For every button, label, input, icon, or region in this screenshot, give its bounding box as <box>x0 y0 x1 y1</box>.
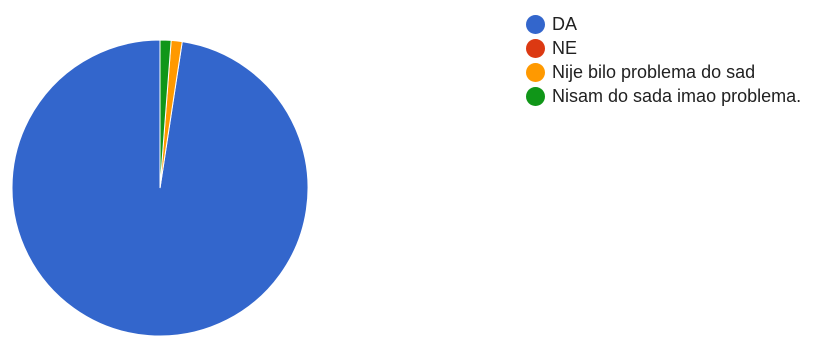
pie-slice-nisam-do-sada-imao-problema[interactable] <box>159 39 172 189</box>
legend-item-nije-bilo-problema-do-sad[interactable]: Nije bilo problema do sad <box>526 62 801 82</box>
slice-value-label: 97,6% <box>180 332 231 352</box>
legend-swatch-icon <box>526 38 545 58</box>
legend-item-ne[interactable]: NE <box>526 38 801 58</box>
legend-label: Nije bilo problema do sad <box>552 62 756 82</box>
legend-item-nisam-do-sada-imao-problema[interactable]: Nisam do sada imao problema. <box>526 86 801 106</box>
legend-item-da[interactable]: DA <box>526 14 801 34</box>
legend-label: NE <box>552 38 578 58</box>
legend-swatch-icon <box>526 62 545 82</box>
legend-label: DA <box>552 14 578 34</box>
pie-slice-labels: 97,6% <box>180 332 231 352</box>
legend-label: Nisam do sada imao problema. <box>552 86 802 106</box>
legend-swatch-icon <box>526 14 545 34</box>
chart-legend: DA NE Nije bilo problema do sad Nisam do sa… <box>526 14 801 110</box>
legend-swatch-icon <box>526 86 545 106</box>
pie-slices <box>11 39 309 337</box>
